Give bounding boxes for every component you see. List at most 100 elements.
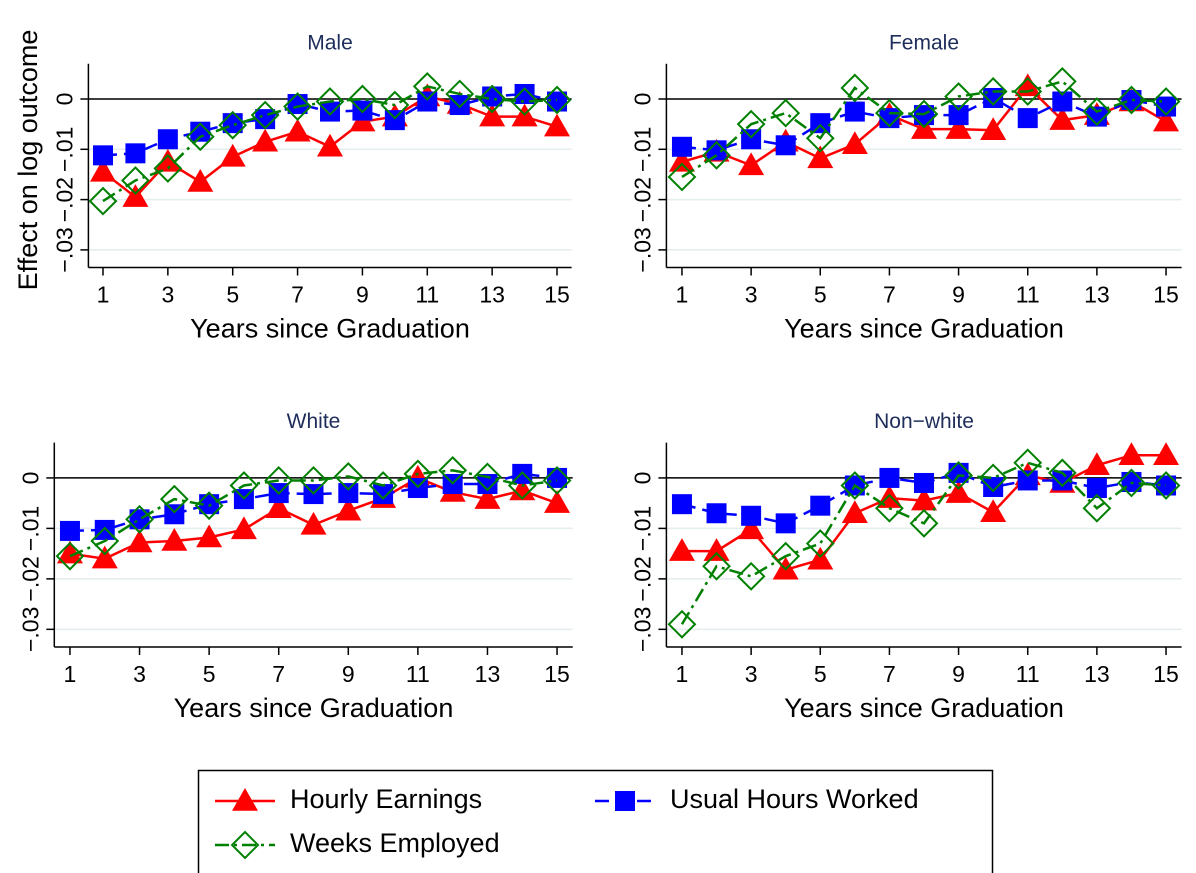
data-point	[187, 168, 214, 192]
data-point	[544, 113, 571, 137]
data-point	[775, 135, 796, 156]
data-point	[380, 90, 410, 120]
data-point	[1017, 470, 1038, 491]
x-tick-label: 13	[1084, 282, 1110, 308]
data-point	[299, 466, 328, 495]
data-point	[1049, 107, 1076, 130]
data-point	[125, 143, 146, 164]
data-point	[284, 118, 311, 142]
series-line	[69, 469, 558, 558]
data-point	[807, 546, 834, 570]
y-tick-label: −.01	[629, 506, 655, 551]
legend-marker	[232, 788, 258, 811]
data-point	[89, 158, 116, 182]
data-point	[479, 103, 506, 127]
data-point	[547, 467, 568, 488]
data-point	[948, 105, 969, 126]
x-tick-label: 7	[291, 282, 304, 308]
x-tick-label: 11	[406, 661, 430, 687]
x-tick-label: 3	[133, 661, 146, 687]
data-point	[544, 490, 571, 513]
y-tick-label: 0	[629, 472, 655, 485]
data-point	[771, 541, 801, 571]
data-point	[474, 486, 501, 509]
data-point	[1013, 448, 1043, 478]
data-point	[317, 133, 343, 157]
legend-label: Usual Hours Worked	[670, 784, 919, 814]
data-point	[805, 123, 835, 153]
data-point	[1086, 478, 1107, 499]
data-point	[1086, 106, 1107, 127]
y-tick-label: 0	[51, 93, 77, 106]
x-tick-label: 15	[1153, 282, 1179, 308]
x-tick-label: 13	[475, 661, 501, 687]
x-tick-label: 11	[1016, 661, 1040, 687]
data-point	[775, 513, 796, 534]
data-point	[438, 455, 468, 485]
legend-box	[197, 769, 994, 873]
data-point	[185, 122, 215, 152]
data-point	[1047, 66, 1077, 96]
data-point	[1017, 108, 1038, 129]
data-point	[507, 471, 537, 500]
data-point	[194, 491, 224, 521]
data-point	[1052, 91, 1073, 112]
series-line	[680, 461, 1167, 625]
legend-marker	[230, 830, 260, 860]
data-point	[218, 110, 248, 140]
data-point	[320, 101, 340, 122]
data-point	[338, 483, 359, 504]
x-tick-label: 9	[342, 661, 355, 687]
data-point	[1083, 452, 1110, 476]
data-point	[840, 471, 870, 500]
data-point	[1121, 90, 1142, 111]
data-point	[126, 529, 153, 553]
data-point	[94, 519, 115, 540]
x-tick-label: 15	[1153, 661, 1179, 687]
data-point	[805, 529, 835, 558]
x-tick-label: 15	[544, 282, 570, 308]
data-point	[911, 487, 937, 511]
data-point	[510, 87, 539, 116]
data-point	[477, 473, 498, 494]
data-point	[706, 503, 727, 524]
x-tick-label: 9	[952, 661, 965, 687]
data-point	[348, 84, 377, 114]
data-point	[983, 88, 1004, 109]
x-tick-label: 1	[676, 282, 689, 308]
data-point	[980, 117, 1007, 140]
y-tick-label: −.02	[17, 556, 43, 601]
data-point	[810, 113, 831, 134]
data-point	[88, 186, 118, 216]
data-point	[91, 545, 118, 569]
x-tick-label: 5	[203, 661, 216, 687]
data-point	[671, 494, 692, 515]
x-tick-label: 5	[814, 282, 827, 308]
data-point	[1117, 85, 1146, 115]
legend-marker	[615, 791, 635, 811]
data-point	[1052, 470, 1073, 491]
data-point	[252, 128, 279, 152]
data-point	[373, 484, 394, 505]
data-point	[159, 484, 189, 514]
data-point	[154, 148, 181, 172]
data-point	[449, 95, 470, 116]
data-point	[807, 145, 834, 169]
data-point	[250, 100, 280, 130]
data-point	[702, 551, 731, 581]
x-tick-label: 7	[272, 661, 285, 687]
data-point	[352, 100, 373, 121]
data-point	[879, 467, 900, 488]
x-tick-label: 5	[226, 282, 239, 308]
y-tick-label: −.02	[629, 177, 655, 222]
data-point	[368, 471, 398, 500]
data-point	[945, 116, 972, 139]
data-point	[944, 460, 973, 490]
x-axis-label: Years since Graduation	[784, 314, 1064, 344]
data-point	[978, 463, 1008, 493]
data-point	[157, 129, 178, 150]
x-axis-label: Years since Graduation	[784, 693, 1064, 723]
data-point	[738, 516, 765, 540]
